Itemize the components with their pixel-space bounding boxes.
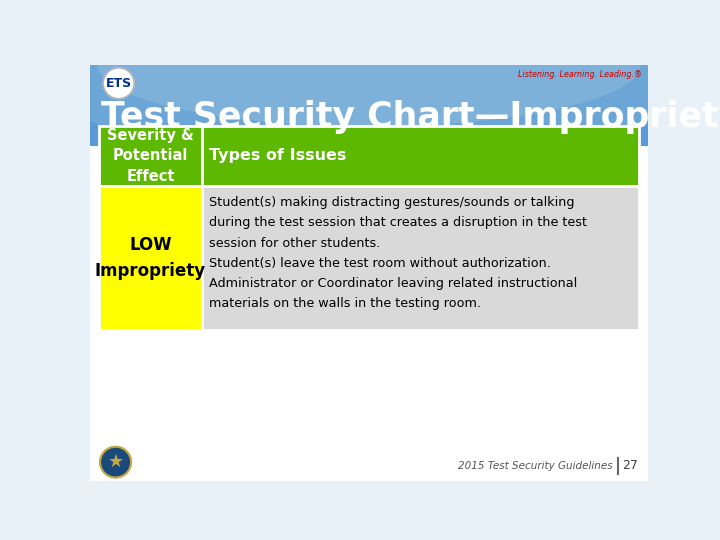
Ellipse shape — [98, 3, 640, 126]
Text: Test Security Chart—Impropriety: Test Security Chart—Impropriety — [101, 100, 720, 134]
FancyBboxPatch shape — [202, 186, 639, 330]
Text: Administrator or Coordinator leaving related instructional: Administrator or Coordinator leaving rel… — [210, 276, 577, 289]
FancyBboxPatch shape — [90, 146, 648, 481]
Text: LOW
Impropriety: LOW Impropriety — [95, 236, 206, 280]
Text: Student(s) leave the test room without authorization.: Student(s) leave the test room without a… — [210, 256, 552, 269]
FancyBboxPatch shape — [90, 65, 648, 146]
Text: materials on the walls in the testing room.: materials on the walls in the testing ro… — [210, 296, 482, 309]
Text: ETS: ETS — [106, 77, 132, 90]
FancyBboxPatch shape — [99, 186, 202, 330]
Text: Types of Issues: Types of Issues — [210, 148, 347, 163]
Ellipse shape — [51, 0, 687, 165]
Text: Listening. Learning. Leading.®: Listening. Learning. Leading.® — [518, 70, 642, 79]
FancyBboxPatch shape — [90, 65, 648, 481]
Text: session for other students.: session for other students. — [210, 237, 381, 249]
Text: 27: 27 — [622, 460, 638, 472]
Text: 2015 Test Security Guidelines: 2015 Test Security Guidelines — [458, 461, 612, 471]
FancyBboxPatch shape — [99, 126, 639, 186]
Text: Student(s) making distracting gestures/sounds or talking: Student(s) making distracting gestures/s… — [210, 197, 575, 210]
Circle shape — [103, 68, 134, 99]
Text: Severity &
Potential
Effect: Severity & Potential Effect — [107, 128, 194, 184]
Circle shape — [100, 447, 131, 477]
Text: during the test session that creates a disruption in the test: during the test session that creates a d… — [210, 217, 588, 230]
Text: ★: ★ — [107, 453, 124, 471]
